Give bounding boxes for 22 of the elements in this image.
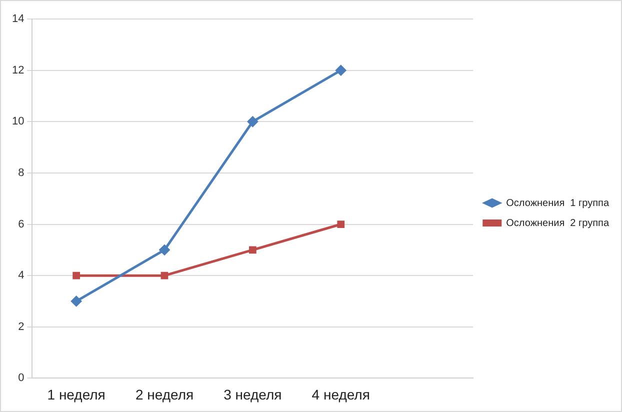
x-tick-label: 4 неделя bbox=[312, 386, 370, 402]
point bbox=[70, 296, 82, 307]
point bbox=[160, 272, 168, 280]
point bbox=[249, 246, 256, 254]
legend-label: Осложнения 2 группа bbox=[506, 218, 610, 229]
y-tick-label: 10 bbox=[12, 116, 24, 128]
point bbox=[335, 64, 346, 76]
y-tick-label: 0 bbox=[18, 372, 24, 384]
y-tick-label: 2 bbox=[18, 320, 24, 333]
x-tick-label: 1 неделя bbox=[47, 386, 106, 402]
y-tick-label: 4 bbox=[18, 270, 24, 282]
point bbox=[159, 244, 170, 256]
x-tick-label: 3 неделя bbox=[224, 386, 282, 402]
legend-label: Осложнения 1 группа bbox=[506, 198, 610, 209]
point bbox=[247, 116, 258, 128]
y-tick-label: 12 bbox=[12, 64, 24, 76]
y-tick-label: 6 bbox=[18, 218, 24, 230]
point bbox=[72, 272, 80, 280]
y-tick-label: 14 bbox=[12, 13, 24, 26]
y-tick-label: 8 bbox=[18, 166, 24, 179]
point bbox=[337, 220, 345, 228]
x-tick-label: 2 неделя bbox=[135, 386, 194, 402]
